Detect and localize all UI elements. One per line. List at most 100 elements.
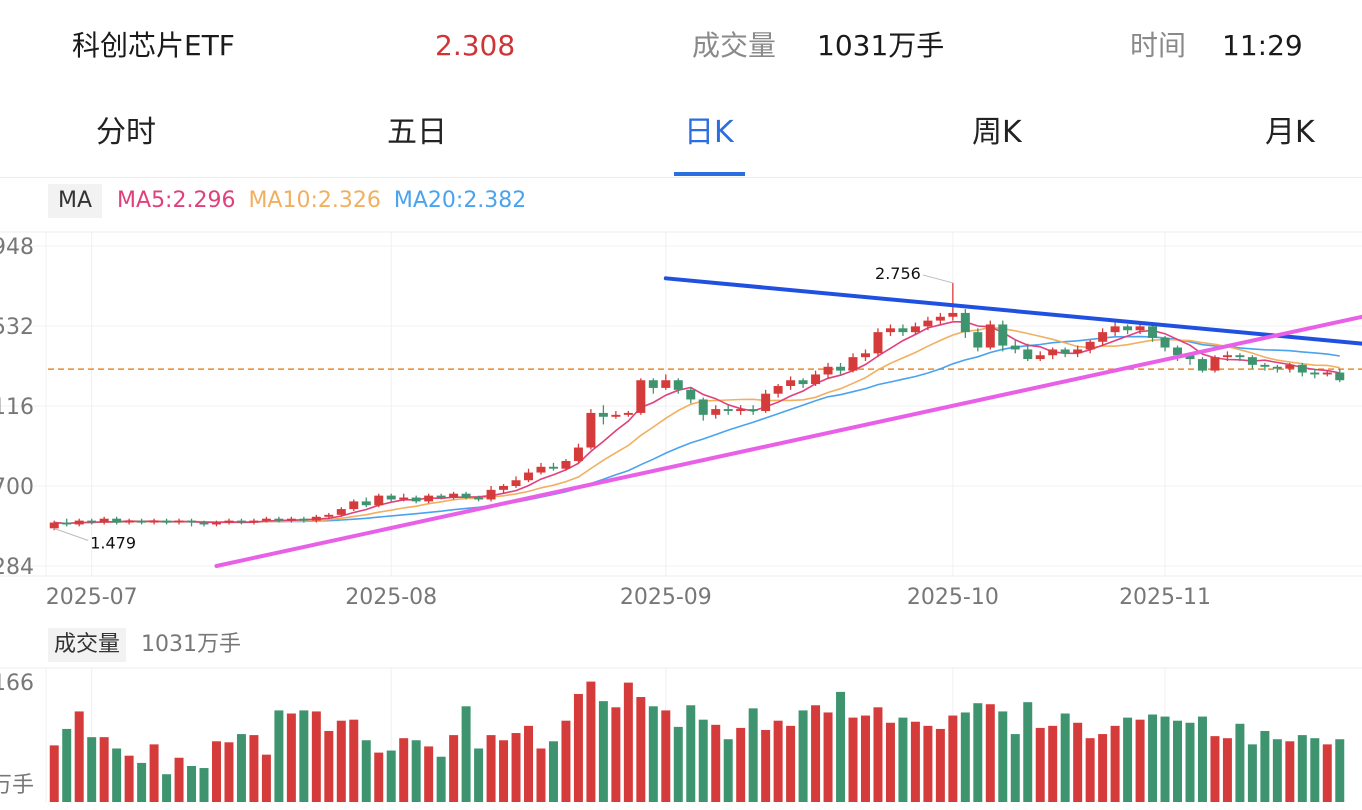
period-tabs: 分时 五日 日K 周K 月K xyxy=(0,95,1362,178)
volume-bar xyxy=(236,734,246,802)
candle-body xyxy=(174,520,184,523)
volume-bar xyxy=(1085,738,1095,802)
tab-monthly-k[interactable]: 月K xyxy=(1265,115,1315,150)
volume-bar xyxy=(1110,725,1120,802)
price-tick-label: 116 xyxy=(0,395,34,420)
volume-bar xyxy=(1185,722,1195,802)
volume-bar xyxy=(736,727,746,802)
date-tick-label: 2025-08 xyxy=(345,585,437,610)
volume-value: 1031万手 xyxy=(817,29,945,62)
candle-body xyxy=(424,495,434,502)
tab-five-day[interactable]: 五日 xyxy=(387,115,447,150)
candle-body xyxy=(411,497,421,502)
quote-header: 科创芯片ETF 2.308 成交量 1031万手 时间 11:29 xyxy=(0,0,1362,95)
candle-body xyxy=(985,324,995,348)
time-value: 11:29 xyxy=(1222,29,1303,62)
volume-bar xyxy=(1035,727,1045,802)
volume-bar xyxy=(187,765,197,802)
volume-bar xyxy=(374,752,384,802)
volume-bar xyxy=(698,719,708,802)
volume-bar xyxy=(1260,730,1270,802)
tab-intraday[interactable]: 分时 xyxy=(96,115,156,150)
candle-body xyxy=(349,501,359,510)
volume-bar xyxy=(149,744,159,802)
candle-body xyxy=(1260,364,1270,367)
price-tick-label: 532 xyxy=(0,315,34,340)
tab-weekly-k[interactable]: 周K xyxy=(972,115,1022,150)
volume-bar xyxy=(711,724,721,802)
volume-bar xyxy=(224,742,234,802)
candle-body xyxy=(49,522,59,529)
date-tick-label: 2025-09 xyxy=(620,585,712,610)
candle-body xyxy=(311,516,321,521)
volume-tag[interactable]: 成交量 xyxy=(48,628,127,662)
volume-bar xyxy=(1322,744,1332,802)
candle-body xyxy=(848,357,858,371)
volume-tick-label: 166 xyxy=(0,671,34,696)
candle-body xyxy=(299,518,309,521)
volume-bar xyxy=(499,740,509,802)
volume-bar xyxy=(249,735,259,802)
candle-body xyxy=(786,380,796,386)
volume-bar xyxy=(973,703,983,802)
candle-body xyxy=(1210,357,1220,371)
candle-body xyxy=(811,374,821,385)
volume-bar xyxy=(910,721,920,802)
candle-body xyxy=(1297,364,1307,373)
candle-body xyxy=(474,497,484,500)
volume-bar xyxy=(524,725,534,802)
volume-bar xyxy=(885,722,895,802)
candle-body xyxy=(898,328,908,333)
ma-tag[interactable]: MA xyxy=(48,184,103,218)
volume-bar xyxy=(274,710,284,802)
volume-bar xyxy=(1123,717,1133,802)
date-tick-label: 2025-10 xyxy=(907,585,999,610)
volume-legend-value: 1031万手 xyxy=(141,632,242,657)
volume-bar xyxy=(860,715,870,802)
candle-body xyxy=(711,409,721,415)
candle-body xyxy=(561,461,571,469)
candle-body xyxy=(611,414,621,417)
active-tab-indicator xyxy=(674,172,745,176)
volume-bar xyxy=(336,720,346,802)
volume-bar xyxy=(848,717,858,802)
candle-body xyxy=(910,326,920,333)
volume-bar xyxy=(399,738,409,802)
ma20-value: MA20:2.382 xyxy=(393,188,527,213)
candle-body xyxy=(860,353,870,358)
volume-bar xyxy=(748,708,758,802)
volume-bar xyxy=(1048,725,1058,802)
volume-bar xyxy=(948,715,958,802)
tab-daily-k[interactable]: 日K xyxy=(684,115,734,150)
date-tick-label: 2025-07 xyxy=(46,585,138,610)
candle-body xyxy=(736,409,746,411)
candle-body xyxy=(1110,326,1120,333)
candle-body xyxy=(1135,326,1145,331)
volume-bar xyxy=(773,720,783,802)
volume-bar xyxy=(673,726,683,802)
volume-bar xyxy=(836,691,846,802)
candle-body xyxy=(673,380,683,390)
volume-bar xyxy=(1247,744,1257,802)
volume-bar xyxy=(74,711,84,802)
candle-body xyxy=(1060,349,1070,354)
candle-body xyxy=(499,486,509,490)
volume-bar xyxy=(1297,735,1307,802)
volume-bar xyxy=(661,710,671,802)
price-tick-label: 948 xyxy=(0,235,34,260)
volume-bar xyxy=(349,719,359,802)
candle-body xyxy=(274,518,284,521)
ma5-value: MA5:2.296 xyxy=(117,188,236,213)
candle-body xyxy=(923,320,933,327)
volume-bar xyxy=(99,737,109,802)
ma10-value: MA10:2.326 xyxy=(248,188,381,213)
volume-bar xyxy=(598,701,608,802)
volume-bar xyxy=(386,750,396,802)
volume-label: 成交量 xyxy=(692,29,777,62)
volume-bar xyxy=(686,705,696,802)
volume-bar xyxy=(1235,723,1245,802)
candle-body xyxy=(1023,349,1033,360)
candle-body xyxy=(1035,355,1045,360)
candle-body xyxy=(1272,366,1282,369)
